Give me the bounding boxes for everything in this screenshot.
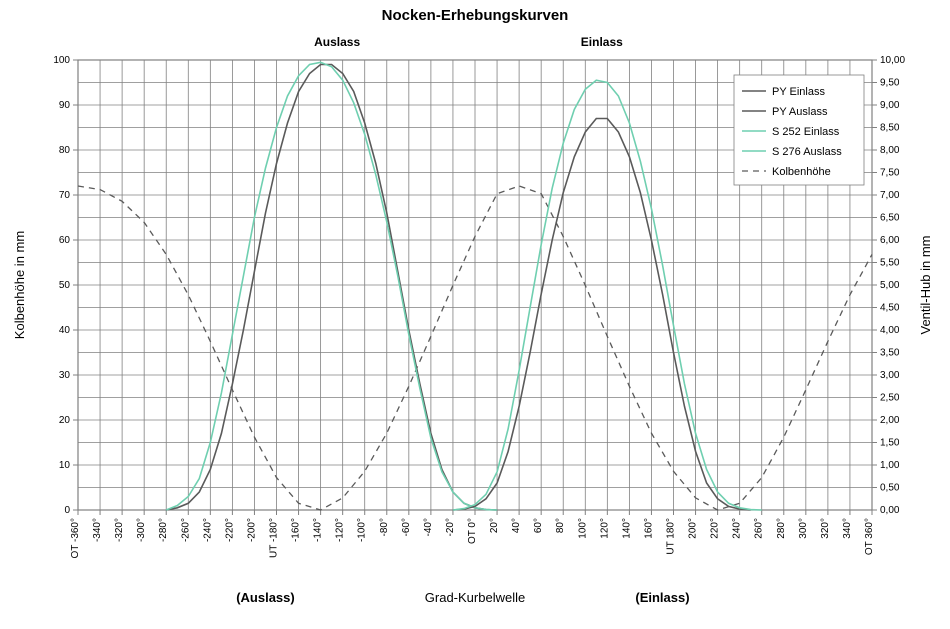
- legend-label: Kolbenhöhe: [772, 166, 831, 178]
- x-tick: OT 360°: [864, 518, 875, 555]
- x-tick: -140°: [313, 518, 324, 542]
- yL-tick: 40: [59, 325, 71, 336]
- x-tick: -100°: [357, 518, 368, 542]
- yR-tick: 5,50: [880, 258, 900, 269]
- x-tick: 300°: [798, 518, 809, 539]
- yR-tick: 0,00: [880, 505, 900, 516]
- x-tick: 340°: [842, 518, 853, 539]
- x-tick: -20°: [445, 518, 456, 536]
- xlabel-left: (Auslass): [236, 590, 295, 605]
- x-tick: 140°: [621, 518, 632, 539]
- yR-tick: 7,00: [880, 190, 900, 201]
- legend-label: PY Auslass: [772, 106, 828, 118]
- subtitle-left: Auslass: [314, 35, 360, 49]
- x-tick: 60°: [533, 518, 544, 533]
- x-tick: UT 180°: [666, 518, 677, 555]
- x-tick: 260°: [754, 518, 765, 539]
- xlabel-right: (Einlass): [635, 590, 689, 605]
- yR-tick: 4,50: [880, 303, 900, 314]
- chart-svg: 0 10 20 30 40 50 60 70 80 90 100 0,00 0,50 1,00 1,50 2,…: [0, 0, 950, 629]
- yL-tick: 70: [59, 190, 71, 201]
- yR-tick: 1,50: [880, 438, 900, 449]
- x-tick: 320°: [820, 518, 831, 539]
- yR-tick: 2,50: [880, 393, 900, 404]
- x-tick: -120°: [335, 518, 346, 542]
- x-tick: -80°: [379, 518, 390, 536]
- x-tick: -300°: [136, 518, 147, 542]
- x-tick: UT -180°: [269, 518, 280, 558]
- yR-tick: 2,00: [880, 415, 900, 426]
- x-tick: -240°: [202, 518, 213, 542]
- x-tick: 220°: [710, 518, 721, 539]
- yR-tick: 7,50: [880, 168, 900, 179]
- x-tick: -320°: [114, 518, 125, 542]
- x-tick: 40°: [511, 518, 522, 533]
- yR-tick: 10,00: [880, 55, 905, 66]
- yL-tick: 20: [59, 415, 71, 426]
- legend-label: PY Einlass: [772, 86, 825, 98]
- x-tick: OT 0°: [467, 518, 478, 544]
- yR-tick: 0,50: [880, 483, 900, 494]
- yR-tick: 1,00: [880, 460, 900, 471]
- yL-tick: 60: [59, 235, 71, 246]
- yR-tick: 5,00: [880, 280, 900, 291]
- x-tick: OT -360°: [70, 518, 81, 559]
- x-tick: -220°: [224, 518, 235, 542]
- x-tick: 120°: [599, 518, 610, 539]
- chart-container: { "chart": { "type": "line", "title": "N…: [0, 0, 950, 629]
- x-tick: 240°: [732, 518, 743, 539]
- yR-tick: 6,50: [880, 213, 900, 224]
- yL-tick: 80: [59, 145, 71, 156]
- yL-tick: 50: [59, 280, 71, 291]
- yR-tick: 8,00: [880, 145, 900, 156]
- yL-tick: 100: [53, 55, 70, 66]
- yL-tick: 10: [59, 460, 71, 471]
- yL-tick: 0: [64, 505, 70, 516]
- ylabel-right: Ventil-Hub in mm: [918, 236, 933, 335]
- yR-tick: 6,00: [880, 235, 900, 246]
- x-tick: -340°: [92, 518, 103, 542]
- legend-label: S 252 Einlass: [772, 126, 840, 138]
- yR-tick: 9,00: [880, 100, 900, 111]
- yL-tick: 30: [59, 370, 71, 381]
- x-tick: -40°: [423, 518, 434, 536]
- legend-label: S 276 Auslass: [772, 146, 842, 158]
- x-tick: 280°: [776, 518, 787, 539]
- ylabel-left: Kolbenhöhe in mm: [12, 231, 27, 339]
- x-tick: 20°: [489, 518, 500, 533]
- yR-tick: 4,00: [880, 325, 900, 336]
- x-tick: 200°: [688, 518, 699, 539]
- x-tick: 160°: [643, 518, 654, 539]
- yR-tick: 3,50: [880, 348, 900, 359]
- yR-tick: 9,50: [880, 78, 900, 89]
- subtitle-right: Einlass: [581, 35, 623, 49]
- x-tick: 100°: [577, 518, 588, 539]
- x-tick: 80°: [555, 518, 566, 533]
- x-tick: -260°: [180, 518, 191, 542]
- yR-tick: 8,50: [880, 123, 900, 134]
- x-tick: -160°: [291, 518, 302, 542]
- x-tick: -60°: [401, 518, 412, 536]
- yR-tick: 3,00: [880, 370, 900, 381]
- x-tick: -200°: [246, 518, 257, 542]
- chart-title: Nocken-Erhebungskurven: [382, 7, 569, 24]
- x-tick: -280°: [158, 518, 169, 542]
- xlabel-mid: Grad-Kurbelwelle: [425, 590, 525, 605]
- yL-tick: 90: [59, 100, 71, 111]
